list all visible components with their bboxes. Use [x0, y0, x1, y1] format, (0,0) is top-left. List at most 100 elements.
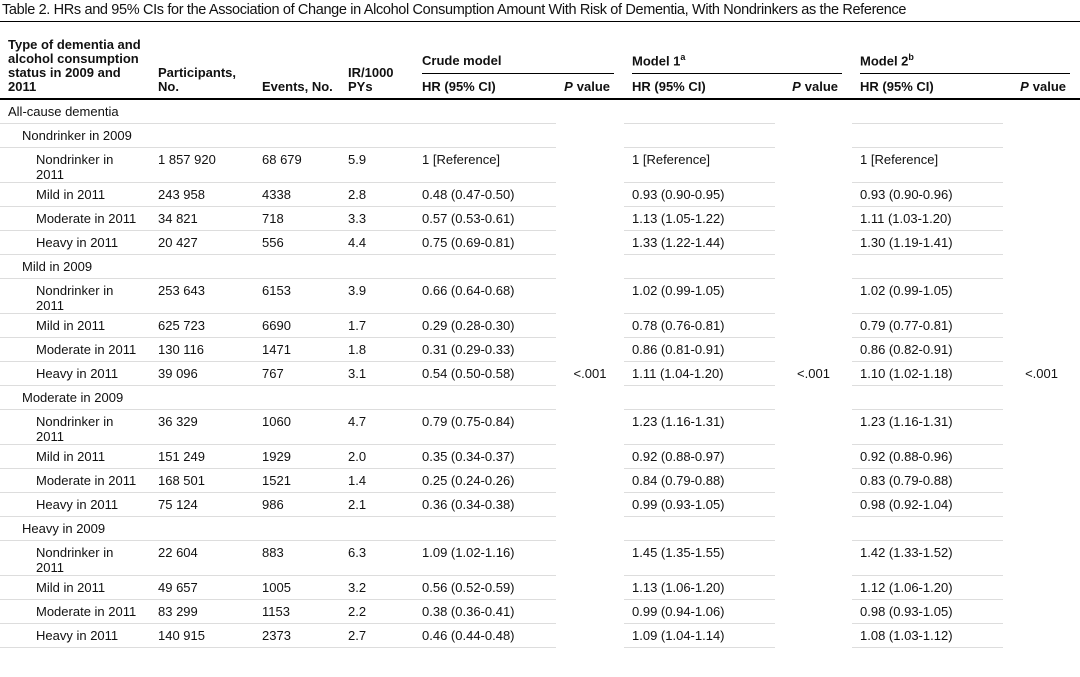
participants: 39 096: [150, 361, 254, 386]
model-header: Model 1a: [624, 22, 852, 74]
hazard-ratio: 0.79 (0.75-0.84): [414, 409, 556, 445]
blank-cell: [414, 254, 556, 279]
data-row: Heavy in 2011 39 096 767 3.1 0.54 (0.50-0.58…: [0, 361, 1080, 386]
row-label-text: Moderate in 2011: [36, 210, 137, 226]
blank-cell: [414, 385, 556, 410]
data-row: Nondrinker in 2011 36 329 1060 4.7 0.79 (0.7…: [0, 409, 1080, 445]
incidence-rate: 1.8: [340, 337, 414, 362]
participants: 83 299: [150, 599, 254, 624]
hazard-ratio: 0.79 (0.77-0.81): [852, 313, 1004, 338]
hazard-ratio: 0.78 (0.76-0.81): [624, 313, 775, 338]
p-symbol: P: [792, 79, 801, 94]
incidence-rate: 2.1: [340, 492, 414, 517]
hazard-ratio: 1.42 (1.33-1.52): [852, 540, 1004, 576]
section-row: All-cause dementia <.001 <.001 <.001: [0, 99, 1080, 381]
row-label-text: Heavy in 2011: [36, 496, 119, 512]
row-label-text: Heavy in 2011: [36, 234, 119, 250]
blank-cell: [624, 254, 775, 279]
hazard-ratio: 1.09 (1.04-1.14): [624, 623, 775, 648]
hr-header: HR (95% CI): [414, 74, 556, 100]
header-cell: Type of dementia and alcohol consumption…: [0, 22, 150, 100]
row-label: Mild in 2011: [0, 575, 150, 600]
row-label-text: Mild in 2011: [36, 186, 106, 202]
hazard-ratio: 0.35 (0.34-0.37): [414, 444, 556, 469]
data-row: Mild in 2011 625 723 6690 1.7 0.29 (0.28-0.3…: [0, 313, 1080, 338]
hazard-ratio: 1.30 (1.19-1.41): [852, 230, 1004, 255]
events: 6153: [254, 278, 340, 314]
group-label: Moderate in 2009: [0, 385, 414, 410]
hazard-ratio: 0.66 (0.64-0.68): [414, 278, 556, 314]
incidence-rate: 3.1: [340, 361, 414, 386]
row-label-text: Mild in 2011: [36, 579, 106, 595]
hazard-ratio: 0.46 (0.44-0.48): [414, 623, 556, 648]
data-row: Mild in 2011 49 657 1005 3.2 0.56 (0.52-0.59…: [0, 575, 1080, 600]
row-label-text: Heavy in 2011: [36, 627, 119, 643]
p-symbol: P: [1020, 79, 1029, 94]
data-row: Heavy in 2011 140 915 2373 2.7 0.46 (0.44-0.…: [0, 623, 1080, 648]
participants: 168 501: [150, 468, 254, 493]
row-label-text: Mild in 2011: [36, 317, 106, 333]
table-header: Type of dementia and alcohol consumption…: [0, 22, 1080, 100]
events: 1929: [254, 444, 340, 469]
events: 1521: [254, 468, 340, 493]
row-label-text: Nondrinker in 2011: [36, 413, 114, 444]
hazard-ratio: 0.98 (0.92-1.04): [852, 492, 1004, 517]
hazard-ratio: 0.84 (0.79-0.88): [624, 468, 775, 493]
blank-cell: [414, 123, 556, 148]
hazard-ratio: 0.31 (0.29-0.33): [414, 337, 556, 362]
incidence-rate: 3.3: [340, 206, 414, 231]
hazard-ratio: 1 [Reference]: [414, 147, 556, 183]
incidence-rate: 2.2: [340, 599, 414, 624]
row-label: Nondrinker in 2011: [0, 540, 150, 576]
hazard-ratio: 0.54 (0.50-0.58): [414, 361, 556, 386]
hazard-ratio: 1.09 (1.02-1.16): [414, 540, 556, 576]
hazard-ratio: 1.12 (1.06-1.20): [852, 575, 1004, 600]
blank-cell: [852, 123, 1004, 148]
hazard-ratio: 0.93 (0.90-0.95): [624, 182, 775, 207]
blank-cell: [852, 99, 1004, 124]
participants: 49 657: [150, 575, 254, 600]
participants: 253 643: [150, 278, 254, 314]
section-label: All-cause dementia: [0, 99, 414, 124]
model-name: Crude model: [422, 53, 502, 68]
incidence-rate: 3.9: [340, 278, 414, 314]
group-label: Nondrinker in 2009: [0, 123, 414, 148]
p-value: <.001: [1025, 366, 1058, 381]
hazard-ratio: 1.23 (1.16-1.31): [852, 409, 1004, 445]
data-row: Moderate in 2011 168 501 1521 1.4 0.25 (0.24…: [0, 468, 1080, 493]
row-label: Moderate in 2011: [0, 468, 150, 493]
participants: 34 821: [150, 206, 254, 231]
data-row: Nondrinker in 2011 253 643 6153 3.9 0.66 (0.…: [0, 278, 1080, 314]
participants: 20 427: [150, 230, 254, 255]
data-row: Mild in 2011 151 249 1929 2.0 0.35 (0.34-0.3…: [0, 444, 1080, 469]
blank-cell: [624, 123, 775, 148]
hazard-ratio: 0.57 (0.53-0.61): [414, 206, 556, 231]
data-row: Moderate in 2011 83 299 1153 2.2 0.38 (0.36-…: [0, 599, 1080, 624]
data-row: Moderate in 2011 130 116 1471 1.8 0.31 (0.29…: [0, 337, 1080, 362]
hazard-ratio: 0.98 (0.93-1.05): [852, 599, 1004, 624]
participants: 75 124: [150, 492, 254, 517]
p-value: <.001: [797, 366, 830, 381]
group-row: Nondrinker in 2009: [0, 123, 1080, 148]
hazard-ratio: 1 [Reference]: [852, 147, 1004, 183]
header-row: Type of dementia and alcohol consumption…: [0, 22, 1080, 100]
blank-cell: [414, 516, 556, 541]
hazard-ratio: 1.02 (0.99-1.05): [852, 278, 1004, 314]
row-label-text: Heavy in 2011: [36, 365, 119, 381]
blank-cell: [852, 254, 1004, 279]
model-name-wrap: Crude model: [422, 54, 614, 74]
hazard-ratio: 0.56 (0.52-0.59): [414, 575, 556, 600]
header-cell: IR/1000 PYs: [340, 22, 414, 100]
row-label: Nondrinker in 2011: [0, 409, 150, 445]
events: 767: [254, 361, 340, 386]
p-label: value: [1032, 79, 1067, 94]
row-label: Nondrinker in 2011: [0, 278, 150, 314]
row-label-text: Nondrinker in 2011: [36, 544, 114, 575]
incidence-rate: 2.7: [340, 623, 414, 648]
hazard-ratio: 1.33 (1.22-1.44): [624, 230, 775, 255]
hazard-ratio: 0.86 (0.82-0.91): [852, 337, 1004, 362]
table-title: Table 2. HRs and 95% CIs for the Associa…: [0, 0, 1080, 22]
row-label: Mild in 2011: [0, 182, 150, 207]
